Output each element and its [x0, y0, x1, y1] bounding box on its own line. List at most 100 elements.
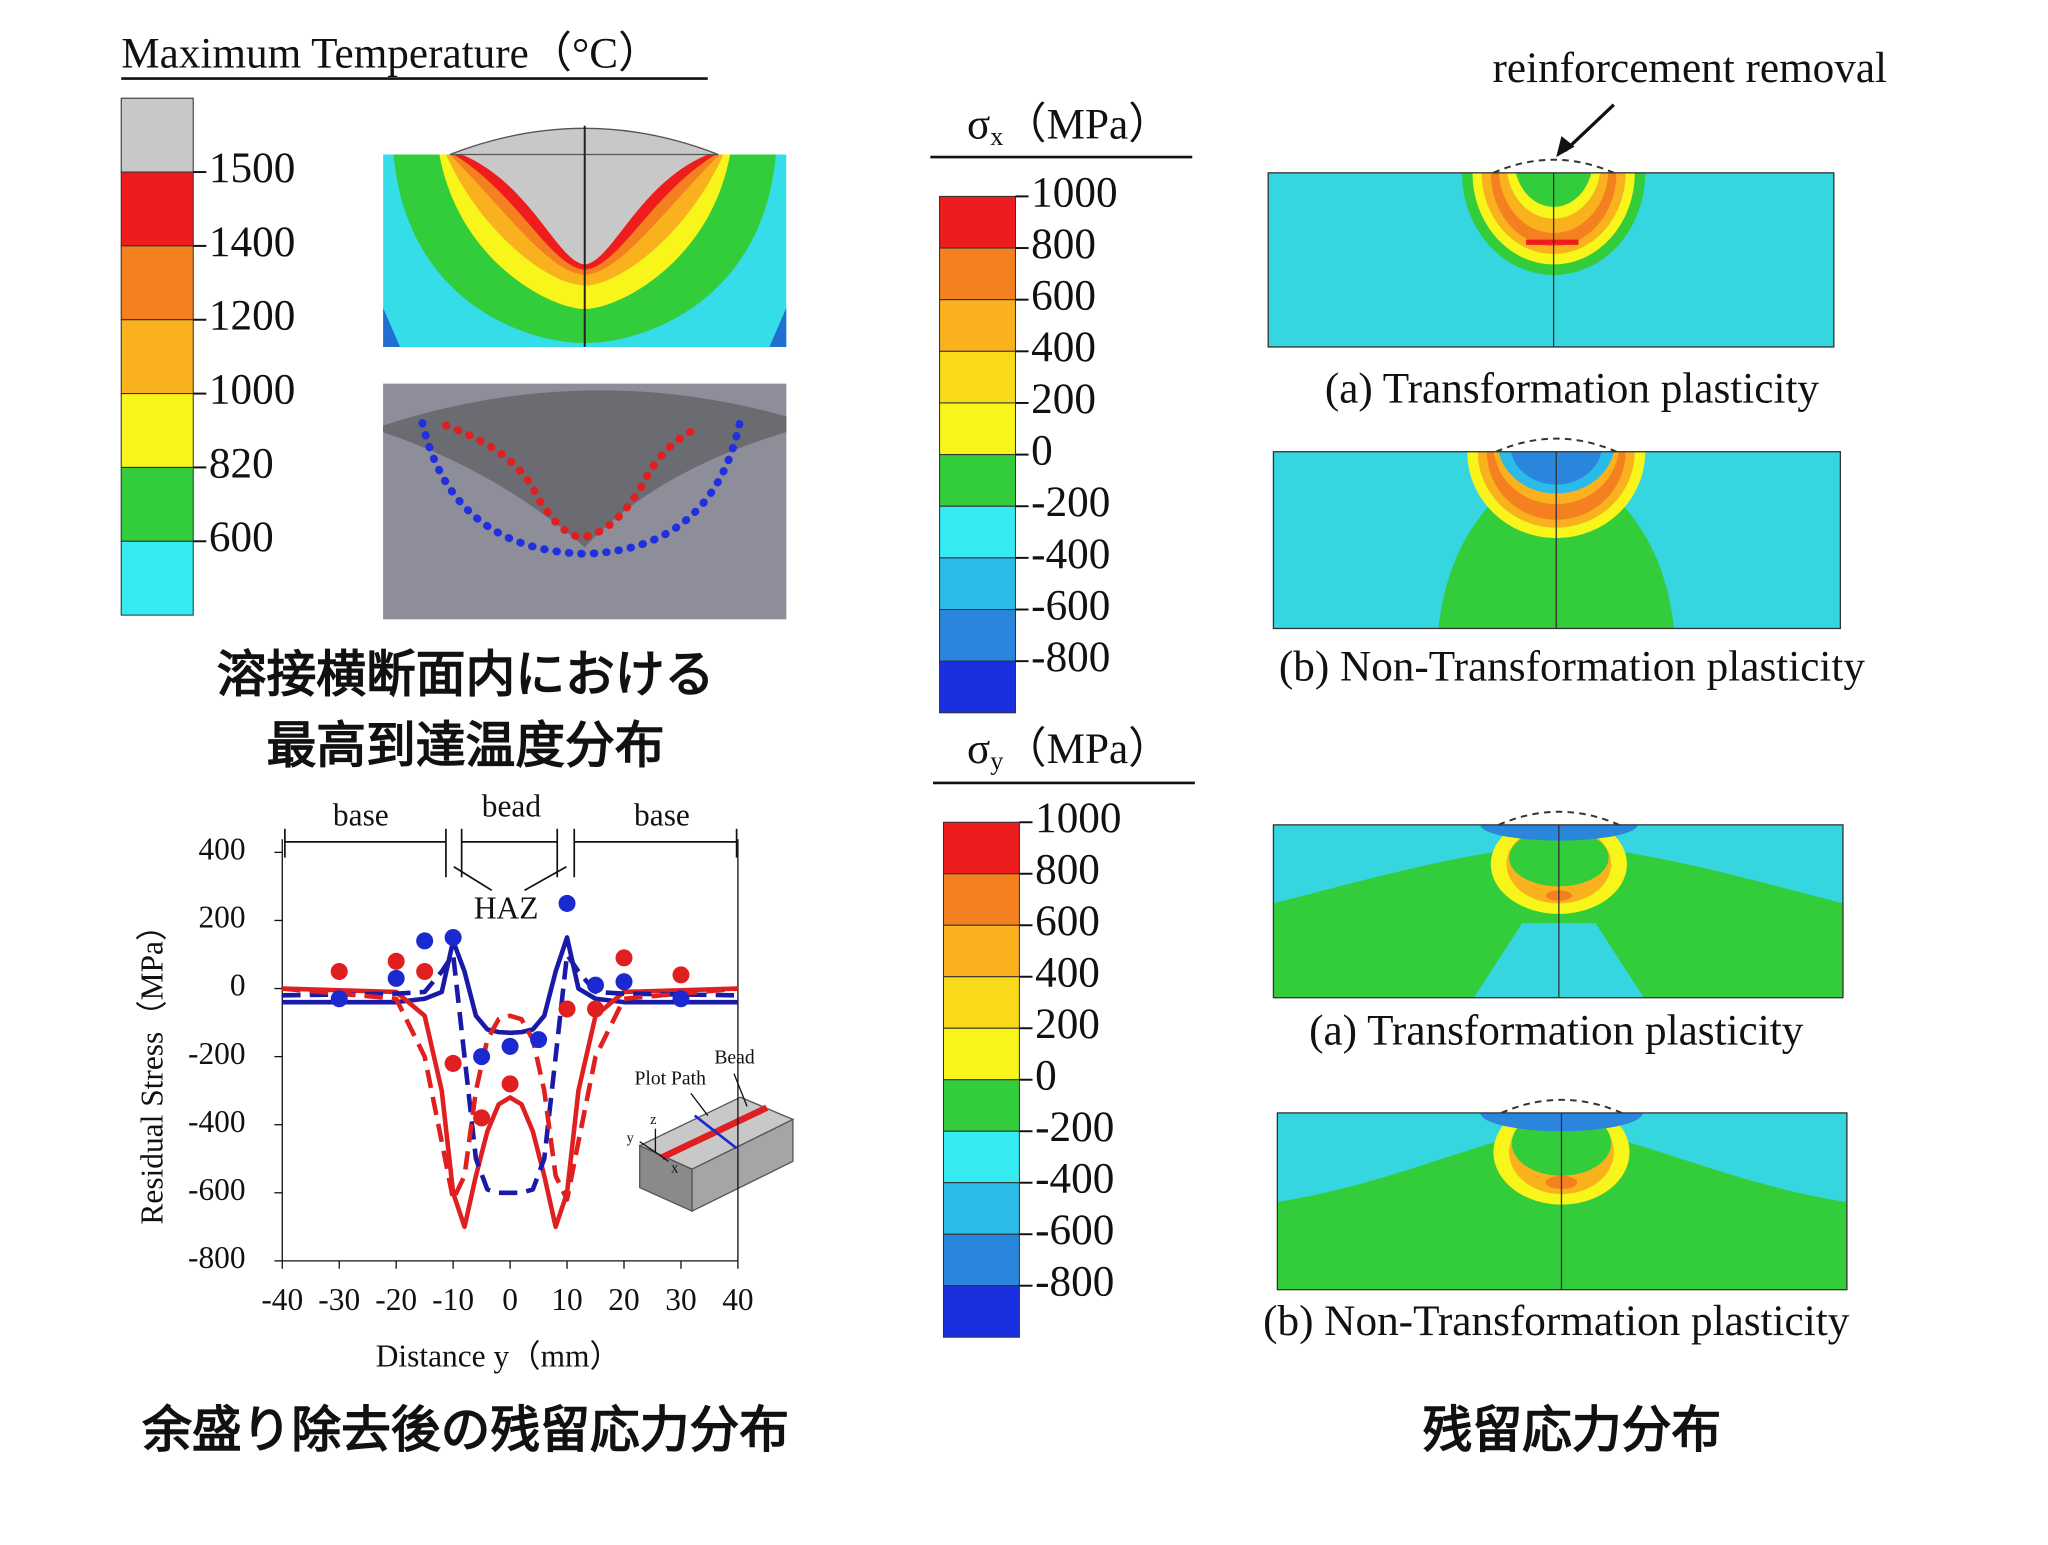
- colorbar-segment: [939, 454, 1017, 507]
- colorbar-segment: [939, 557, 1017, 611]
- colorbar-label: 800: [1031, 221, 1096, 268]
- colorbar-label: -400: [1035, 1156, 1114, 1203]
- caption: 溶接横断面内における: [217, 646, 715, 704]
- line-series: [282, 986, 739, 1202]
- colorbar-label: 1000: [1035, 795, 1121, 842]
- y-tick-label: -200: [188, 1036, 246, 1071]
- measured-point: [387, 952, 405, 970]
- colorbar-segment: [942, 976, 1020, 1029]
- x-tick-label: -30: [318, 1282, 360, 1317]
- line-series: [282, 986, 738, 1230]
- colorbar-segment: [120, 466, 194, 542]
- y-tick-label: 200: [198, 900, 245, 935]
- caption: 残留応力分布: [1423, 1401, 1722, 1459]
- y-tick-label: -600: [188, 1172, 246, 1207]
- symbol: σ: [967, 726, 990, 773]
- region-label: base: [333, 798, 389, 833]
- colorbar-label: 1400: [209, 219, 295, 266]
- colorbar-segment: [942, 924, 1020, 978]
- colorbar-label: 200: [1031, 376, 1096, 423]
- panel-caption: (a) Transformation plasticity: [1325, 366, 1820, 413]
- colorbar-label: 1500: [209, 145, 295, 192]
- measured-point: [444, 928, 462, 946]
- panel-caption: (b) Non-Transformation plasticity: [1279, 643, 1866, 690]
- colorbar-segment: [942, 1027, 1020, 1081]
- fusion-boundary: [442, 421, 702, 541]
- colorbar-label: -200: [1031, 479, 1110, 526]
- region-label: bead: [482, 788, 542, 823]
- colorbar-segment: [942, 1182, 1020, 1235]
- x-tick-label: 40: [722, 1282, 753, 1317]
- colorbar-label: -800: [1035, 1259, 1114, 1306]
- inset-label: x: [671, 1161, 679, 1177]
- measured-point: [672, 990, 690, 1008]
- colorbar-label: 1000: [1031, 169, 1117, 216]
- y-tick-label: 400: [198, 832, 245, 867]
- measured-point: [416, 932, 434, 950]
- x-tick-label: 20: [608, 1282, 639, 1317]
- colorbar-segment: [939, 660, 1017, 714]
- inset-label: Bead: [714, 1048, 755, 1069]
- colorbar-segment: [942, 821, 1020, 875]
- bead-region: [383, 390, 787, 548]
- inset-label: Plot Path: [634, 1069, 706, 1090]
- measured-point: [558, 894, 576, 912]
- measured-point: [330, 963, 348, 981]
- colorbar-label: 200: [1035, 1001, 1100, 1048]
- colorbar-segment: [939, 299, 1017, 352]
- colorbar-segment: [120, 97, 194, 173]
- arrow-head: [1556, 136, 1575, 158]
- subscript: y: [990, 746, 1003, 775]
- colorbar-segment: [120, 540, 194, 616]
- x-tick-label: -40: [261, 1282, 303, 1317]
- temperature-title: Maximum Temperature（°C）: [121, 30, 661, 78]
- measured-point: [473, 1109, 491, 1127]
- colorbar-label: 400: [1035, 950, 1100, 997]
- x-axis-label: Distance y（mm）: [376, 1338, 621, 1373]
- caption: 最高到達温度分布: [267, 716, 665, 774]
- colorbar-label: -200: [1035, 1104, 1114, 1151]
- colorbar-label: 1000: [209, 366, 295, 413]
- x-tick-label: 10: [551, 1282, 582, 1317]
- line-series: [282, 952, 738, 1196]
- y-tick-label: 0: [230, 968, 246, 1003]
- x-tick-label: 30: [665, 1282, 696, 1317]
- colorbar-label: 0: [1035, 1053, 1057, 1100]
- inset-label: z: [650, 1112, 656, 1128]
- measured-point: [615, 949, 633, 967]
- colorbar-segment: [942, 873, 1020, 926]
- symbol: σ: [967, 101, 990, 148]
- colorbar-label: 600: [209, 514, 274, 561]
- colorbar-label: -800: [1031, 634, 1110, 681]
- colorbar-segment: [939, 247, 1017, 301]
- colorbar-label: 800: [1035, 847, 1100, 894]
- colorbar-segment: [939, 350, 1017, 404]
- measured-point: [473, 1048, 491, 1066]
- y-axis-label: Residual Stress（MPa）: [134, 910, 169, 1225]
- x-tick-label: -20: [375, 1282, 417, 1317]
- colorbar-label: -600: [1035, 1207, 1114, 1254]
- panel-caption: (b) Non-Transformation plasticity: [1263, 1298, 1850, 1345]
- colorbar-label: 1200: [209, 293, 295, 340]
- measured-point: [558, 1000, 576, 1018]
- panel-caption: (a) Transformation plasticity: [1309, 1007, 1804, 1054]
- x-tick-label: -10: [432, 1282, 474, 1317]
- annotation: reinforcement removal: [1493, 45, 1888, 92]
- colorbar-segment: [942, 1233, 1020, 1287]
- colorbar-segment: [942, 1130, 1020, 1184]
- inset-label: y: [627, 1130, 635, 1146]
- colorbar-label: 0: [1031, 428, 1053, 475]
- measured-point: [501, 1037, 519, 1055]
- measured-point: [530, 1031, 548, 1049]
- measured-point: [587, 976, 605, 994]
- colorbar-segment: [942, 1079, 1020, 1132]
- colorbar-segment: [939, 195, 1017, 249]
- measured-point: [615, 973, 633, 991]
- contour-frames: [1267, 158, 1848, 1291]
- colorbar-label: -600: [1031, 582, 1110, 629]
- inset-block: [638, 1073, 795, 1213]
- colorbar-label: 600: [1035, 898, 1100, 945]
- sigma-x-a-contour: [1268, 172, 1834, 347]
